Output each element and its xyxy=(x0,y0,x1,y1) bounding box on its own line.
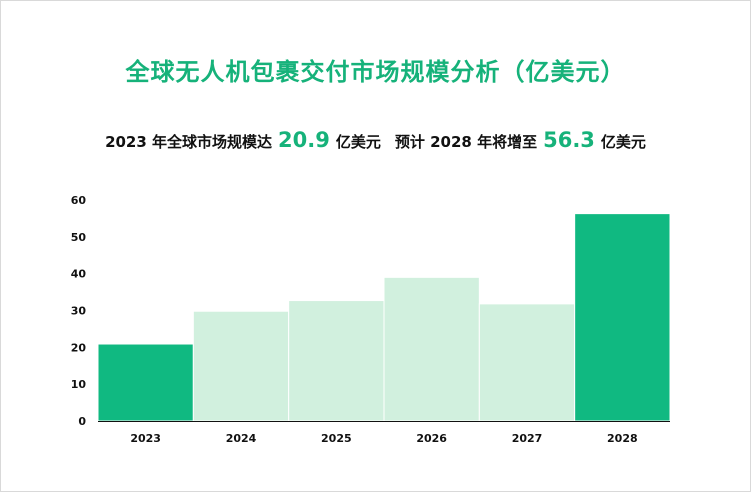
y-tick-label: 0 xyxy=(78,415,86,428)
bar-2027 xyxy=(478,303,576,422)
subtitle-unit-2028: 亿美元 xyxy=(600,133,646,151)
y-tick-label: 20 xyxy=(71,341,87,354)
x-tick-label: 2023 xyxy=(130,432,161,445)
bar-2028 xyxy=(574,213,671,422)
bar-2026 xyxy=(383,276,480,422)
y-tick-label: 60 xyxy=(71,194,87,207)
bar-2024 xyxy=(192,310,290,422)
subtitle-text-2028: 预计 2028 年将增至 xyxy=(394,133,538,151)
subtitle-value-2028: 56.3 xyxy=(543,128,595,152)
x-tick-label: 2026 xyxy=(416,432,447,445)
chart-subtitle: 2023 年全球市场规模达 20.9 亿美元 预计 2028 年将增至 56.3 亿美元 xyxy=(0,128,751,152)
x-axis-ticks: 2023 2024 2025 2026 2027 2028 xyxy=(130,432,637,445)
subtitle-value-2023: 20.9 xyxy=(278,128,330,152)
y-tick-label: 50 xyxy=(71,231,87,244)
x-tick-label: 2027 xyxy=(512,432,543,445)
subtitle-unit-2023: 亿美元 xyxy=(335,133,381,151)
y-tick-label: 40 xyxy=(71,268,87,281)
y-axis-ticks: 0 10 20 30 40 50 60 xyxy=(71,194,87,428)
y-tick-label: 30 xyxy=(71,305,87,318)
chart-title: 全球无人机包裹交付市场规模分析（亿美元） xyxy=(125,58,626,86)
y-tick-label: 10 xyxy=(71,378,87,391)
x-tick-label: 2024 xyxy=(226,432,257,445)
bar-2025 xyxy=(288,300,385,422)
subtitle-text-2023: 2023 年全球市场规模达 xyxy=(105,133,273,151)
x-tick-label: 2025 xyxy=(321,432,352,445)
bar-2023 xyxy=(97,343,194,422)
x-tick-label: 2028 xyxy=(607,432,638,445)
bars xyxy=(97,213,671,422)
